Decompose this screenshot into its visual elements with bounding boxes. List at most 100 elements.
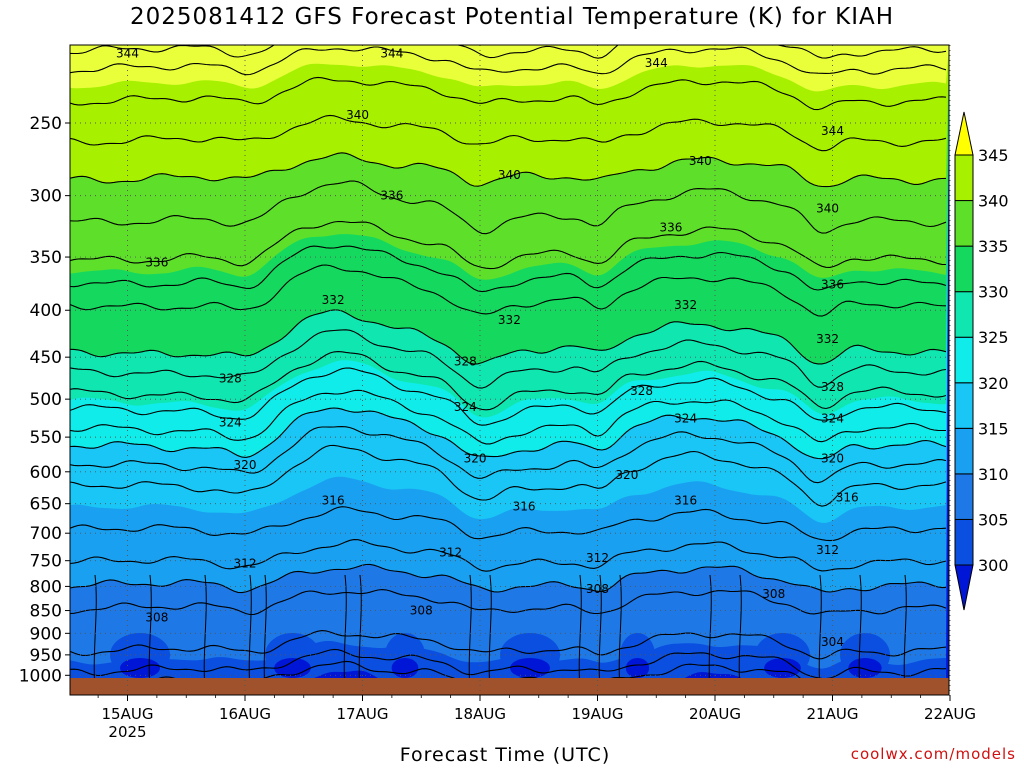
isentrope-310: [70, 563, 947, 594]
contour-label-336-9: 336: [380, 189, 403, 203]
y-axis: 2503003504004505005506006507007508008509…: [19, 114, 70, 686]
contour-label-324-21: 324: [454, 400, 477, 414]
isentrope-326: [70, 351, 947, 411]
isentrope-316: [70, 444, 947, 507]
colorbar-band-4: [954, 336, 974, 384]
x-axis-label: Forecast Time (UTC): [399, 744, 611, 766]
y-tick-500: 500: [30, 390, 62, 410]
contour-label-344-2: 344: [645, 56, 668, 70]
colorbar-label-335: 335: [978, 237, 1009, 256]
x-tick-15AUG: 15AUG: [102, 705, 154, 723]
contour-label-308-38: 308: [586, 582, 609, 596]
x-axis: 15AUG 16AUG 17AUG 18AUG 19AUG 20AUG 21AUG 22AUG…: [97, 695, 976, 741]
contour-label-344-0: 344: [116, 47, 139, 61]
isentrope-322: [70, 389, 946, 445]
contour-label-308-37: 308: [410, 604, 433, 618]
contour-label-332-13: 332: [498, 313, 521, 327]
contour-label-332-14: 332: [674, 298, 697, 312]
contour-label-328-19: 328: [821, 380, 844, 394]
isentrope-320: [70, 407, 947, 460]
isentrope-324: [70, 367, 947, 426]
chart-title: 2025081412 GFS Forecast Potential Temper…: [129, 4, 895, 30]
y-tick-550: 550: [30, 428, 62, 448]
colorbar-band-6: [954, 245, 974, 293]
contour-label-324-23: 324: [821, 412, 844, 426]
band-above-345: [70, 45, 949, 92]
colorbar-label-340: 340: [978, 192, 1009, 211]
colorbar-band-5: [954, 291, 974, 338]
isentrope-306: [70, 630, 947, 660]
x-tick-17AUG: 17AUG: [337, 705, 389, 723]
colorbar-label-300: 300: [978, 556, 1009, 575]
cold-core-6: [848, 658, 882, 678]
contour-label-324-22: 324: [674, 412, 697, 426]
isentrope-contours: [70, 45, 947, 692]
contour-label-308-36: 308: [145, 611, 168, 625]
y-tick-750: 750: [30, 552, 62, 572]
contour-label-324-20: 324: [219, 415, 242, 429]
isentrope-334: [70, 245, 947, 293]
contour-label-344-3: 344: [821, 124, 844, 138]
contour-label-320-27: 320: [821, 451, 844, 465]
isentrope-304: [70, 648, 947, 680]
isentrope-338: [70, 180, 947, 235]
colorbar-label-305: 305: [978, 510, 1009, 529]
contour-label-312-35: 312: [816, 543, 839, 557]
contour-label-340-4: 340: [346, 108, 369, 122]
colorbar-label-345: 345: [978, 146, 1009, 165]
grid-lines: [70, 45, 951, 695]
contour-label-328-16: 328: [219, 372, 242, 386]
colorbar-label-320: 320: [978, 374, 1009, 393]
contour-label-344-1: 344: [380, 47, 403, 61]
contour-label-312-33: 312: [439, 546, 462, 560]
contour-label-320-24: 320: [234, 458, 257, 472]
contour-label-336-8: 336: [145, 256, 168, 270]
isentrope-312: [70, 539, 947, 572]
colorbar-over: [954, 111, 974, 156]
band-above-340: [70, 45, 949, 187]
contour-label-316-29: 316: [513, 500, 536, 514]
isentrope-330: [70, 309, 947, 365]
x-tick-19AUG: 19AUG: [572, 705, 624, 723]
isentrope-332: [70, 264, 947, 317]
x-tick-year: 2025: [108, 723, 146, 741]
y-tick-650: 650: [30, 495, 62, 515]
y-tick-950: 950: [30, 646, 62, 666]
terrain-ground: [70, 678, 949, 695]
colorbar-label-325: 325: [978, 328, 1009, 347]
y-tick-1000: 1000: [19, 666, 62, 686]
contour-label-320-25: 320: [464, 451, 487, 465]
contour-label-316-31: 316: [836, 490, 859, 504]
x-tick-21AUG: 21AUG: [807, 705, 859, 723]
cold-core-4: [625, 658, 650, 678]
x-tick-16AUG: 16AUG: [219, 705, 271, 723]
isentrope-340: [70, 152, 947, 188]
credit-text: coolwx.com/models: [850, 745, 1016, 763]
contour-label-312-32: 312: [234, 556, 257, 570]
contour-label-336-10: 336: [659, 221, 682, 235]
isentrope-344: [70, 76, 947, 111]
colorbar-band-2: [954, 427, 974, 475]
colorbar-legend: 300 305 310 315 320 325 330 335 340 345: [954, 111, 1009, 611]
contour-label-340-7: 340: [816, 202, 839, 216]
contour-label-308-39: 308: [762, 587, 785, 601]
contour-label-328-18: 328: [630, 384, 653, 398]
y-tick-300: 300: [30, 187, 62, 207]
isentrope-342: [70, 114, 947, 152]
contour-label-336-11: 336: [821, 278, 844, 292]
y-tick-450: 450: [30, 348, 62, 368]
y-tick-600: 600: [30, 463, 62, 483]
colorbar-band-7: [954, 200, 974, 247]
colorbar-label-330: 330: [978, 283, 1009, 302]
contour-label-304-40: 304: [821, 635, 844, 649]
contour-label-332-12: 332: [322, 293, 345, 307]
y-tick-700: 700: [30, 524, 62, 544]
isentrope-318: [70, 426, 947, 484]
contour-label-332-15: 332: [816, 332, 839, 346]
x-tick-20AUG: 20AUG: [689, 705, 741, 723]
x-tick-18AUG: 18AUG: [454, 705, 506, 723]
contour-label-340-5: 340: [498, 168, 521, 182]
colorbar-band-8: [954, 154, 974, 202]
y-tick-900: 900: [30, 624, 62, 644]
